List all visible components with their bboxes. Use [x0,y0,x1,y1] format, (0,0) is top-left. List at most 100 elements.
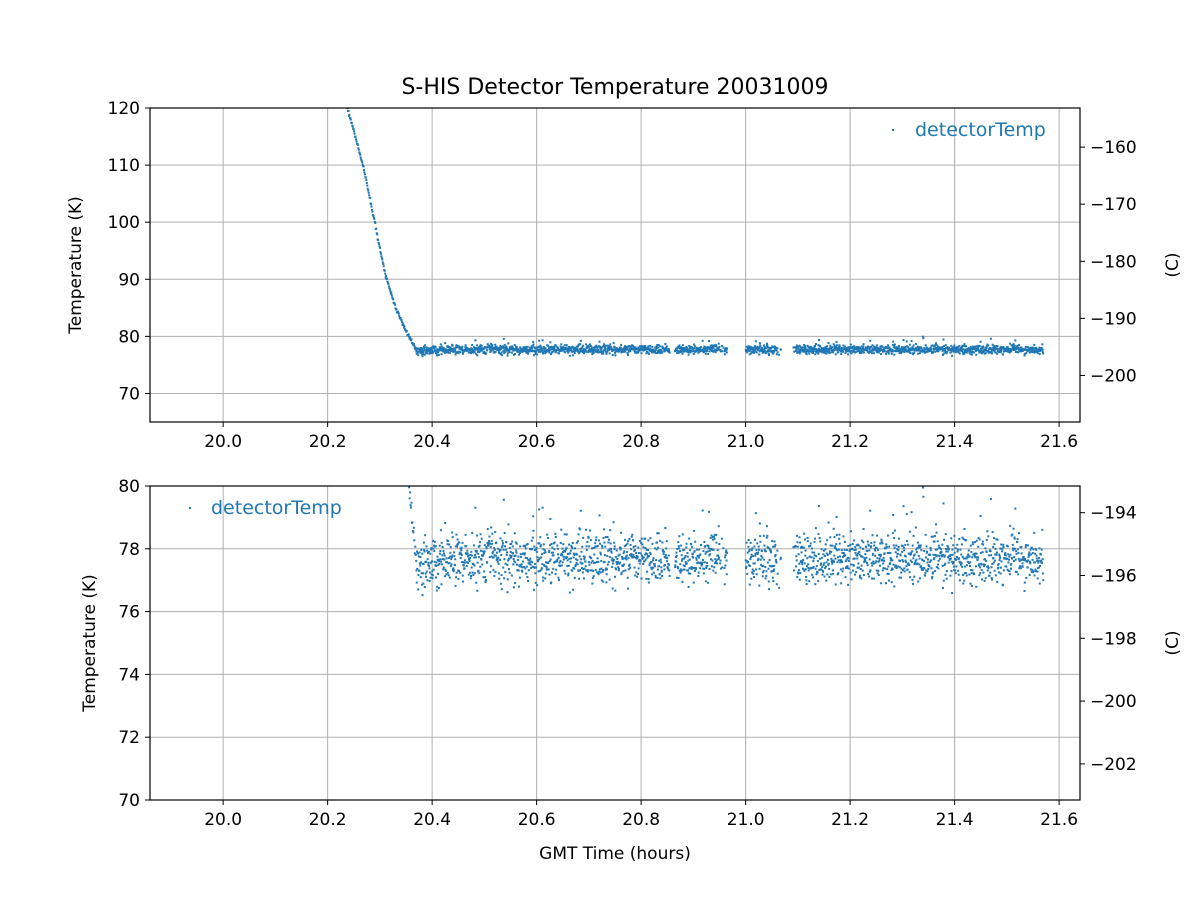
data-point [856,557,859,560]
data-point [379,252,382,255]
x-tick-label: 20.8 [622,432,660,452]
data-point [572,556,575,559]
data-point [463,561,466,564]
data-point [697,574,700,577]
data-point [945,352,948,355]
data-point [654,576,657,579]
data-point [755,573,758,576]
data-point [828,550,831,553]
data-point [667,554,670,557]
data-point [690,350,693,353]
data-point [454,348,457,351]
data-point [500,574,503,577]
data-point [517,555,520,558]
data-point [1001,547,1004,550]
data-point [931,572,934,575]
data-point [681,580,684,583]
data-point [647,347,650,350]
data-point [755,568,758,571]
data-point [501,542,504,545]
data-point [501,544,504,547]
data-point [441,546,444,548]
data-point [855,544,858,547]
data-point [430,548,433,551]
data-point [1005,350,1008,353]
data-point [754,340,757,343]
data-point [911,544,914,547]
data-point [992,561,995,564]
data-point [703,541,706,543]
top-panel: 20.0 20.2 20.4 20.6 20.8 21.0 21.2 21.4 21.67080… [66,99,1183,452]
data-point [491,344,494,347]
data-point [410,506,413,509]
data-point [831,346,834,349]
data-point [991,531,994,534]
data-point [1031,568,1034,571]
data-point [384,276,387,279]
data-point [834,583,837,586]
data-point [979,351,982,354]
data-point [707,346,710,349]
data-point [801,346,804,349]
data-point [414,346,417,349]
data-point [798,578,801,581]
data-point [475,352,478,355]
data-point [753,538,756,541]
data-point [869,350,872,353]
data-point [429,552,432,555]
data-point [687,353,690,356]
data-point [454,346,457,349]
data-point [932,553,935,556]
data-point [646,556,649,559]
data-point [869,569,872,572]
data-point [385,274,388,277]
data-point [410,501,413,504]
data-point [482,351,485,354]
data-point [580,558,583,561]
data-point [930,344,933,347]
data-point [859,567,862,570]
data-point [649,551,652,554]
data-point [802,568,805,571]
data-point [889,562,892,565]
data-point [812,557,815,560]
data-point [929,549,932,552]
data-point [587,535,590,538]
data-point [592,575,595,578]
data-point [590,349,593,352]
data-point [907,552,910,555]
data-point [630,553,633,556]
data-point [844,560,847,563]
data-point [765,570,768,573]
data-point [623,550,626,553]
data-point [1015,347,1018,350]
data-point [352,128,355,131]
data-point [890,569,893,572]
data-point [901,545,904,548]
data-point [889,556,892,559]
data-point [970,551,973,554]
data-point [759,535,762,538]
data-point [955,556,958,559]
data-point [854,546,857,549]
data-point [859,346,862,349]
data-point [702,550,705,553]
data-point [485,578,487,581]
data-point [539,344,542,347]
data-point [774,543,777,546]
data-point [1041,528,1044,531]
data-point [715,344,718,347]
data-point [442,350,445,353]
data-point [1005,565,1008,568]
data-point [632,348,635,351]
data-point [637,567,640,570]
data-point [697,351,700,354]
data-point [972,543,975,546]
data-point [452,567,455,570]
data-point [568,354,571,357]
data-point [940,551,943,554]
data-point [818,568,821,571]
data-point [612,341,615,344]
data-point [793,346,796,349]
data-point [514,582,517,585]
